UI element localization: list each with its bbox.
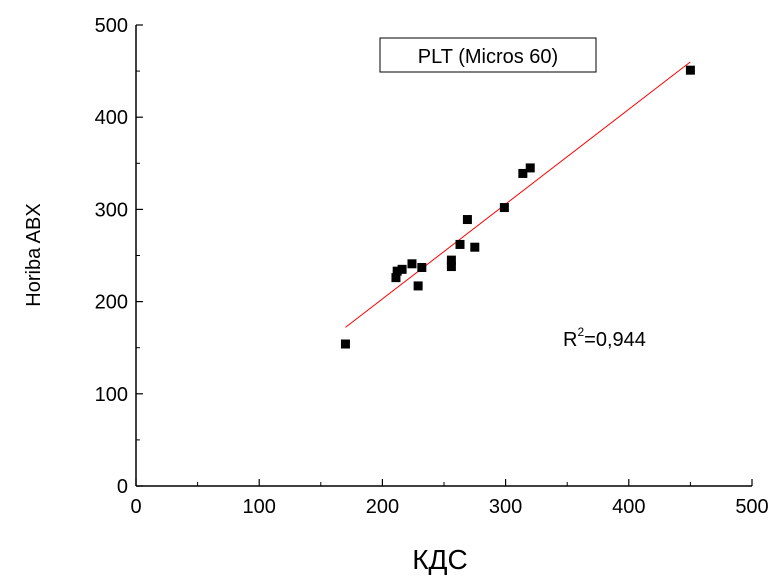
y-tick-label: 100 [95, 384, 128, 406]
fit-line [345, 61, 691, 328]
x-axis-title: КДС [412, 544, 468, 575]
plot-axes [135, 25, 752, 487]
data-point [518, 168, 528, 178]
y-axis-title: Horiba ABX [23, 203, 45, 306]
r2-value: =0,944 [584, 329, 646, 351]
data-point [525, 163, 535, 173]
fit-line-group [345, 61, 691, 328]
data-point [499, 203, 509, 213]
data-point [397, 264, 407, 274]
legend-box: PLT (Micros 60) [379, 37, 597, 73]
x-tick-label: 500 [735, 496, 768, 518]
r2-prefix: R [563, 329, 577, 351]
data-point [392, 266, 402, 276]
data-point [685, 65, 695, 75]
y-tick-label: 400 [95, 107, 128, 129]
r2-annotation: R2=0,944 [563, 325, 646, 351]
data-point [391, 273, 401, 283]
y-tick-label: 500 [95, 15, 128, 37]
data-point [340, 339, 350, 349]
data-point [470, 242, 480, 252]
data-points [340, 65, 695, 349]
x-tick-label: 300 [489, 496, 522, 518]
r2-superscript: 2 [577, 325, 584, 339]
x-tick-label: 100 [243, 496, 276, 518]
x-tick-label: 0 [130, 496, 141, 518]
y-tick-label: 300 [95, 199, 128, 221]
data-point [413, 281, 423, 291]
data-point [462, 215, 472, 225]
data-point [407, 259, 417, 269]
data-point [455, 239, 465, 249]
data-point [446, 255, 456, 265]
legend-label: PLT (Micros 60) [418, 46, 558, 68]
y-tick-label: 0 [117, 476, 128, 498]
data-point [446, 262, 456, 272]
axis-ticks: 0 100 200 300 400 500 0 100 200 300 400 500 [95, 15, 769, 518]
x-tick-label: 200 [366, 496, 399, 518]
data-point [417, 262, 427, 272]
svg-text:R2=0,944: R2=0,944 [563, 325, 646, 351]
y-tick-label: 200 [95, 292, 128, 314]
x-tick-label: 400 [612, 496, 645, 518]
